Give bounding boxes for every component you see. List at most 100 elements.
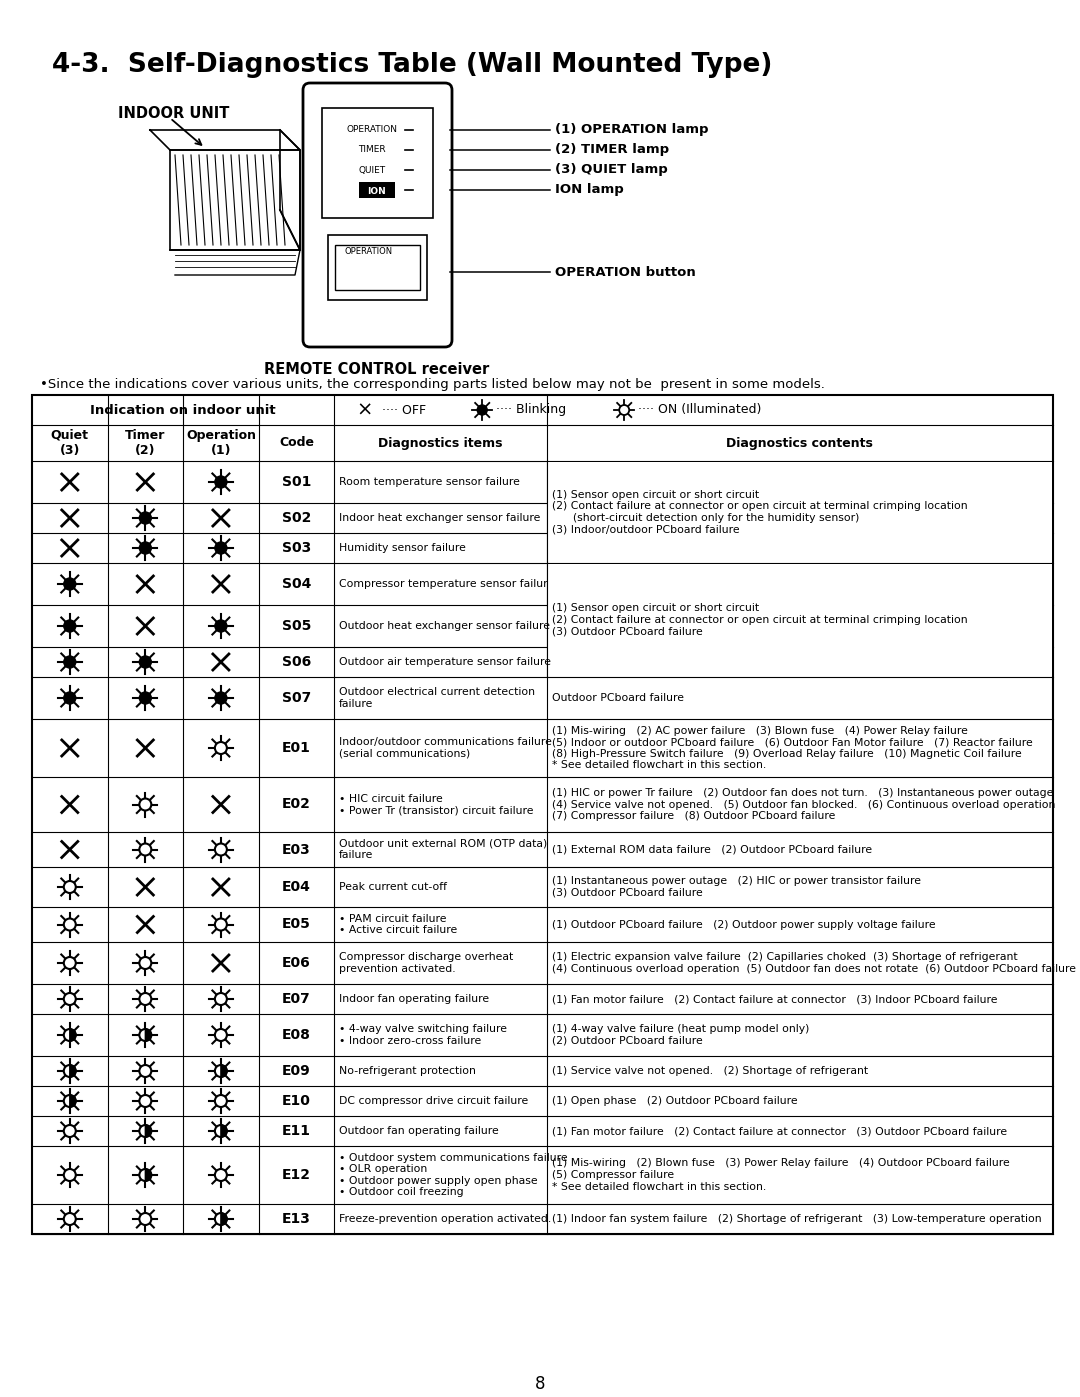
Text: OPERATION: OPERATION — [345, 246, 393, 256]
Text: E13: E13 — [282, 1213, 311, 1227]
Text: E05: E05 — [282, 918, 311, 932]
Text: E01: E01 — [282, 740, 311, 754]
Circle shape — [64, 692, 76, 704]
Text: TIMER: TIMER — [359, 145, 386, 155]
Text: ···· ON (Illuminated): ···· ON (Illuminated) — [638, 404, 761, 416]
Circle shape — [139, 657, 151, 668]
Text: Quiet
(3): Quiet (3) — [51, 429, 89, 457]
Text: S04: S04 — [282, 577, 311, 591]
Text: Indoor heat exchanger sensor failure: Indoor heat exchanger sensor failure — [339, 513, 541, 522]
Text: QUIET: QUIET — [359, 165, 386, 175]
Text: (1) External ROM data failure   (2) Outdoor PCboard failure: (1) External ROM data failure (2) Outdoo… — [552, 845, 872, 855]
Circle shape — [477, 405, 487, 415]
Circle shape — [215, 620, 227, 631]
Circle shape — [64, 578, 76, 590]
Text: Compressor temperature sensor failure: Compressor temperature sensor failure — [339, 578, 554, 590]
Text: (2) TIMER lamp: (2) TIMER lamp — [555, 144, 670, 156]
Text: (1) Instantaneous power outage   (2) HIC or power transistor failure
(3) Outdoor: (1) Instantaneous power outage (2) HIC o… — [552, 876, 920, 898]
Text: (3) QUIET lamp: (3) QUIET lamp — [555, 163, 667, 176]
Text: ···· Blinking: ···· Blinking — [496, 404, 566, 416]
Polygon shape — [221, 1213, 227, 1225]
Text: OPERATION button: OPERATION button — [555, 265, 696, 278]
Text: S03: S03 — [282, 541, 311, 555]
Bar — [328, 235, 427, 300]
Text: Diagnostics items: Diagnostics items — [378, 436, 502, 450]
Bar — [359, 182, 395, 198]
Text: E04: E04 — [282, 880, 311, 894]
Text: Indication on indoor unit: Indication on indoor unit — [91, 404, 275, 416]
Text: ×: × — [356, 401, 373, 419]
Text: • Outdoor system communications failure
• OLR operation
• Outdoor power supply o: • Outdoor system communications failure … — [339, 1153, 568, 1197]
Bar — [322, 108, 433, 218]
Text: (1) Fan motor failure   (2) Contact failure at connector   (3) Outdoor PCboard f: (1) Fan motor failure (2) Contact failur… — [552, 1126, 1007, 1136]
Text: ···· OFF: ···· OFF — [382, 404, 427, 416]
Text: • 4-way valve switching failure
• Indoor zero-cross failure: • 4-way valve switching failure • Indoor… — [339, 1024, 508, 1046]
Circle shape — [139, 542, 151, 555]
Text: (1) Fan motor failure   (2) Contact failure at connector   (3) Indoor PCboard fa: (1) Fan motor failure (2) Contact failur… — [552, 995, 997, 1004]
Text: E12: E12 — [282, 1168, 311, 1182]
Text: Operation
(1): Operation (1) — [186, 429, 256, 457]
Circle shape — [139, 511, 151, 524]
Circle shape — [139, 692, 151, 704]
Text: E08: E08 — [282, 1028, 311, 1042]
Text: S05: S05 — [282, 619, 311, 633]
Text: 4-3.  Self-Diagnostics Table (Wall Mounted Type): 4-3. Self-Diagnostics Table (Wall Mounte… — [52, 52, 772, 78]
Text: • PAM circuit failure
• Active circuit failure: • PAM circuit failure • Active circuit f… — [339, 914, 458, 936]
Polygon shape — [70, 1095, 76, 1106]
Polygon shape — [146, 1125, 151, 1137]
Text: (1) Outdoor PCboard failure   (2) Outdoor power supply voltage failure: (1) Outdoor PCboard failure (2) Outdoor … — [552, 919, 935, 929]
Text: OPERATION: OPERATION — [347, 126, 397, 134]
Text: E02: E02 — [282, 798, 311, 812]
Circle shape — [64, 657, 76, 668]
Text: Outdoor PCboard failure: Outdoor PCboard failure — [552, 693, 684, 703]
Bar — [548, 564, 1052, 676]
Text: E11: E11 — [282, 1125, 311, 1139]
Text: (1) Mis-wiring   (2) AC power failure   (3) Blown fuse   (4) Power Relay failure: (1) Mis-wiring (2) AC power failure (3) … — [552, 725, 1032, 770]
Polygon shape — [70, 1030, 76, 1041]
Text: (1) Mis-wiring   (2) Blown fuse   (3) Power Relay failure   (4) Outdoor PCboard : (1) Mis-wiring (2) Blown fuse (3) Power … — [552, 1158, 1010, 1192]
Bar — [32, 395, 1053, 1234]
Circle shape — [215, 542, 227, 555]
Text: Compressor discharge overheat
prevention activated.: Compressor discharge overheat prevention… — [339, 953, 513, 974]
Circle shape — [64, 620, 76, 631]
Text: Outdoor air temperature sensor failure: Outdoor air temperature sensor failure — [339, 657, 551, 666]
Text: • HIC circuit failure
• Power Tr (transistor) circuit failure: • HIC circuit failure • Power Tr (transi… — [339, 793, 534, 816]
Text: E07: E07 — [282, 992, 311, 1006]
Text: E03: E03 — [282, 842, 311, 856]
Text: (1) HIC or power Tr failure   (2) Outdoor fan does not turn.   (3) Instantaneous: (1) HIC or power Tr failure (2) Outdoor … — [552, 788, 1055, 821]
Text: (1) Sensor open circuit or short circuit
(2) Contact failure at connector or ope: (1) Sensor open circuit or short circuit… — [552, 604, 968, 637]
Text: Indoor/outdoor communications failure
(serial communications): Indoor/outdoor communications failure (s… — [339, 738, 552, 759]
Polygon shape — [221, 1125, 227, 1137]
Text: S06: S06 — [282, 655, 311, 669]
Text: (1) OPERATION lamp: (1) OPERATION lamp — [555, 123, 708, 137]
Text: Outdoor fan operating failure: Outdoor fan operating failure — [339, 1126, 499, 1136]
Text: Outdoor electrical current detection
failure: Outdoor electrical current detection fai… — [339, 687, 536, 708]
Text: 8: 8 — [535, 1375, 545, 1393]
Text: REMOTE CONTROL receiver: REMOTE CONTROL receiver — [265, 362, 489, 377]
Text: S02: S02 — [282, 511, 311, 525]
Text: INDOOR UNIT: INDOOR UNIT — [118, 106, 229, 122]
Text: No-refrigerant protection: No-refrigerant protection — [339, 1066, 476, 1076]
Polygon shape — [146, 1030, 151, 1041]
Text: •Since the indications cover various units, the corresponding parts listed below: •Since the indications cover various uni… — [40, 379, 825, 391]
Text: S01: S01 — [282, 475, 311, 489]
Text: Humidity sensor failure: Humidity sensor failure — [339, 543, 467, 553]
Text: (1) Service valve not opened.   (2) Shortage of refrigerant: (1) Service valve not opened. (2) Shorta… — [552, 1066, 867, 1076]
Text: Timer
(2): Timer (2) — [125, 429, 165, 457]
Text: E06: E06 — [282, 956, 311, 970]
Polygon shape — [146, 1169, 151, 1180]
Circle shape — [215, 476, 227, 488]
Text: Room temperature sensor failure: Room temperature sensor failure — [339, 476, 521, 488]
Text: Diagnostics contents: Diagnostics contents — [727, 436, 874, 450]
Text: Outdoor unit external ROM (OTP data)
failure: Outdoor unit external ROM (OTP data) fai… — [339, 838, 548, 861]
Text: (1) 4-way valve failure (heat pump model only)
(2) Outdoor PCboard failure: (1) 4-way valve failure (heat pump model… — [552, 1024, 809, 1046]
Text: (1) Electric expansion valve failure  (2) Capillaries choked  (3) Shortage of re: (1) Electric expansion valve failure (2)… — [552, 953, 1076, 974]
Text: Peak current cut-off: Peak current cut-off — [339, 882, 447, 893]
Text: (1) Sensor open circuit or short circuit
(2) Contact failure at connector or ope: (1) Sensor open circuit or short circuit… — [552, 489, 968, 535]
Bar — [548, 462, 1052, 562]
Text: (1) Open phase   (2) Outdoor PCboard failure: (1) Open phase (2) Outdoor PCboard failu… — [552, 1097, 797, 1106]
Polygon shape — [70, 1065, 76, 1077]
Text: Code: Code — [279, 436, 314, 450]
Text: ION: ION — [367, 187, 387, 196]
Text: Freeze-prevention operation activated.: Freeze-prevention operation activated. — [339, 1214, 552, 1224]
